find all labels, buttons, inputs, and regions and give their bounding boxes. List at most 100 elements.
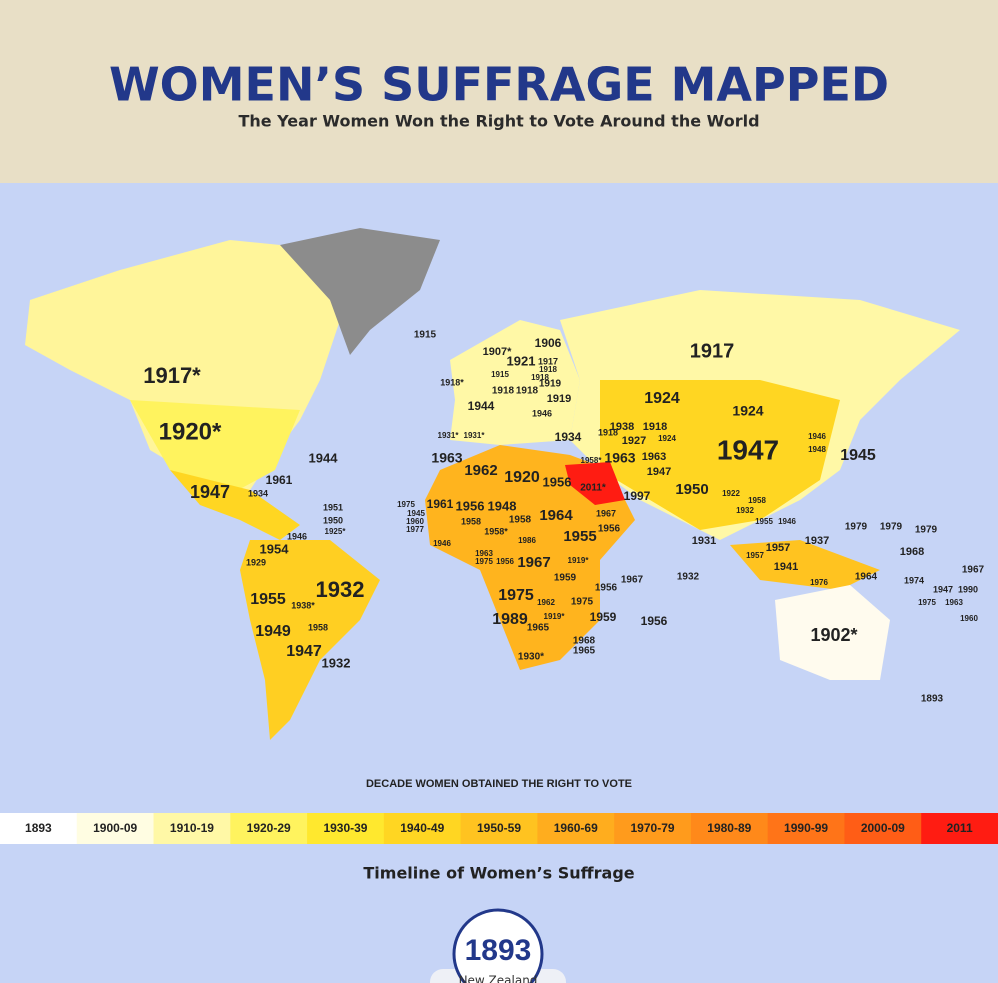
legend-label: 1970-79 [631,821,675,835]
year-label: 1963 [945,598,963,607]
year-label: 1963 [431,450,462,466]
title: WOMEN’S SUFFRAGE MAPPED [109,58,889,112]
year-label: 1922 [722,489,740,498]
legend-swatch [0,813,78,844]
year-label: 1967 [596,508,616,518]
year-label: 1932 [316,577,365,602]
year-label: 1958* [581,456,603,465]
year-label: 1950 [323,515,343,525]
year-label: 1964 [539,507,573,524]
year-label: 1902* [810,625,857,645]
year-label: 1961 [427,497,454,511]
year-label: 1946 [433,539,451,548]
year-label: 1958 [308,622,328,632]
central-america [170,470,300,540]
year-label: 1893 [921,694,944,705]
year-label: 1946 [532,408,552,418]
year-label: 1918 [539,365,557,374]
year-label: 1961 [266,473,293,487]
southeast-asia [730,540,880,590]
year-label: 1945 [407,509,425,518]
year-label: 1947 [286,643,322,660]
year-label: 1931* [464,431,486,440]
year-label: 1951 [323,502,343,512]
legend-title: DECADE WOMEN OBTAINED THE RIGHT TO VOTE [366,778,632,790]
year-label: 1960 [406,517,424,526]
year-label: 1917 [538,356,558,366]
year-label: 1997 [624,489,651,503]
year-label: 1906 [535,336,562,350]
legend-swatch [844,813,922,844]
legend-label: 1910-19 [170,821,214,835]
year-label: 1937 [805,535,829,547]
year-label: 1927 [622,435,646,447]
legend-label: 1900-09 [93,821,137,835]
year-label: 1963 [475,549,493,558]
year-label: 1968 [573,636,596,647]
legend-label: 1893 [25,821,52,835]
timeline-circle [452,908,544,983]
year-label: 1944 [309,450,339,465]
year-label: 1907* [483,346,512,358]
legend-swatch [767,813,845,844]
year-label: 1934 [248,488,268,498]
legend-label: 2011 [947,821,973,835]
year-label: 1941 [774,561,798,573]
year-label: 1959 [590,610,617,624]
year-label: 1919 [547,393,571,405]
south-america [240,540,380,740]
year-label: 1956 [456,498,485,513]
year-label: 1947 [717,434,779,465]
year-label: 1975 [571,597,594,608]
legend-swatch [153,813,231,844]
year-label: 1957 [746,551,764,560]
year-label: 1975 [397,500,415,509]
year-label: 1955 [250,591,286,608]
year-label: 1946 [778,517,796,526]
year-label: 1960 [960,614,978,623]
year-label: 1918 [643,421,667,433]
year-label: 1917* [143,363,201,388]
year-label: 1964 [855,572,878,583]
year-label: 1977 [406,525,424,534]
year-label: 1975 [498,587,534,604]
year-label: 1932 [322,655,351,670]
year-label: 1918 [492,386,515,397]
year-label: 1925* [325,527,347,536]
legend-label: 1920-29 [247,821,291,835]
year-label: 1950 [675,481,708,498]
year-label: 1921 [507,353,536,368]
timeline-year: 1893 [465,934,532,967]
year-label: 1956 [595,583,618,594]
year-label: 1946 [808,432,826,441]
year-label: 1918 [531,373,549,382]
year-label: 1919 [539,379,562,390]
year-label: 1931* [438,431,460,440]
year-label: 1947 [190,482,230,502]
year-label: 1954 [260,541,290,556]
saudi-arabia [565,462,625,505]
year-label: 1944 [468,399,495,413]
year-label: 1932 [736,506,754,515]
year-label: 1949 [255,623,291,640]
year-label: 1938 [610,421,634,433]
year-label: 1962 [537,598,555,607]
year-label: 1958 [748,496,766,505]
year-label: 1975 [475,557,493,566]
year-label: 1946 [287,531,307,541]
year-label: 1962 [464,462,497,479]
legend-swatch [383,813,462,844]
legend-swatch [921,813,998,844]
year-label: 1976 [810,578,828,587]
year-label: 1918 [516,386,539,397]
year-label: 1967 [517,554,550,571]
greenland [280,228,440,355]
year-label: 1958 [461,516,481,526]
year-label: 1924 [732,403,763,419]
legend: 1893 1900-09 1910-19 1920-29 1930-39 1940-49 1… [0,813,998,844]
year-label: 1956 [496,557,514,566]
timeline-country: New Zealand [459,974,538,983]
legend-label: 2000-09 [861,821,905,835]
year-label: 1956 [641,614,668,628]
